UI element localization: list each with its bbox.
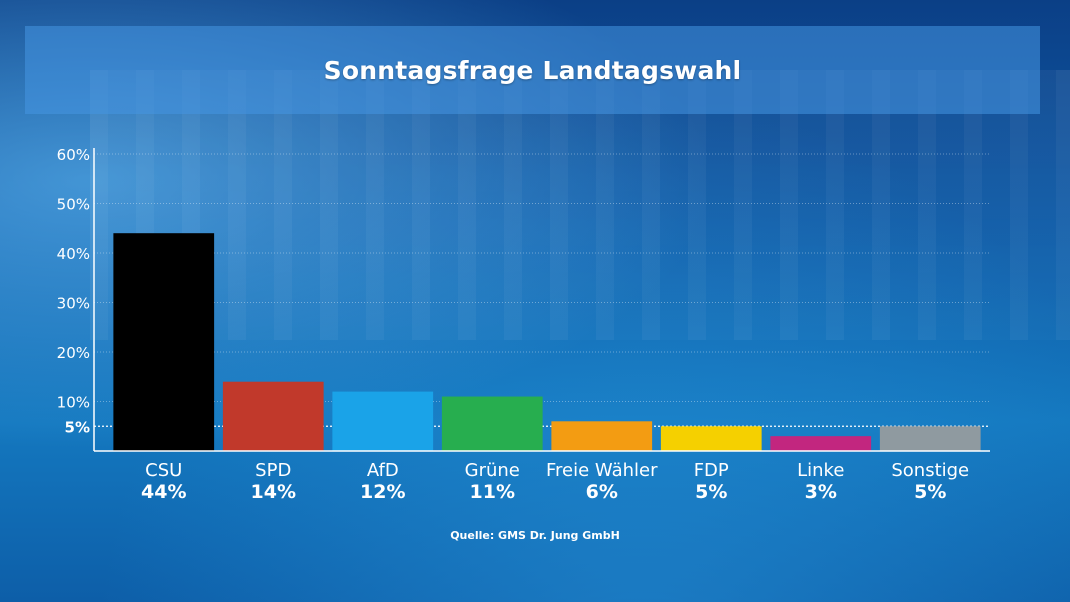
category-label: SPD <box>255 460 291 481</box>
bar <box>879 426 981 451</box>
background-building <box>90 70 1070 340</box>
category-label: Freie Wähler <box>546 460 658 481</box>
value-label: 5% <box>695 481 727 503</box>
category-label: CSU <box>145 460 182 481</box>
y-tick-label: 30% <box>57 295 90 313</box>
y-tick-label: 20% <box>57 344 90 362</box>
value-label: 44% <box>141 481 186 503</box>
category-label: FDP <box>694 460 729 481</box>
value-label: 12% <box>360 481 405 503</box>
y-tick-label: 40% <box>57 245 90 263</box>
source-note: Quelle: GMS Dr. Jung GmbH <box>450 529 620 542</box>
bar <box>551 421 653 451</box>
chart-title: Sonntagsfrage Landtagswahl <box>323 55 742 85</box>
bar <box>222 381 324 451</box>
bar <box>660 426 762 451</box>
category-label: Sonstige <box>891 460 969 481</box>
title-bar: Sonntagsfrage Landtagswahl <box>25 26 1040 114</box>
value-label: 5% <box>914 481 946 503</box>
bar <box>113 233 215 451</box>
value-label: 6% <box>586 481 618 503</box>
y-tick-label: 60% <box>57 146 90 164</box>
y-tick-label: 10% <box>57 394 90 412</box>
value-label: 3% <box>805 481 837 503</box>
y-tick-label: 50% <box>57 196 90 214</box>
category-label: AfD <box>367 460 399 481</box>
category-label: Grüne <box>465 460 520 481</box>
bar <box>332 391 434 451</box>
threshold-label: 5% <box>65 418 90 436</box>
bar <box>441 396 543 451</box>
value-label: 11% <box>470 481 515 503</box>
category-label: Linke <box>797 460 844 481</box>
value-label: 14% <box>251 481 296 503</box>
bar <box>770 436 872 451</box>
